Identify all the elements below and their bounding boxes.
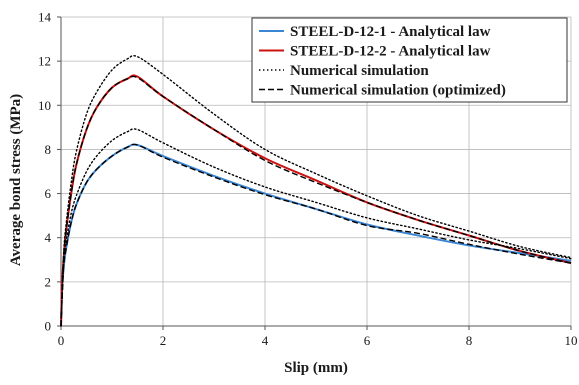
y-tick-label: 12 (38, 54, 51, 69)
y-tick-label: 4 (45, 230, 52, 245)
legend-label: Numerical simulation (290, 63, 429, 79)
series-line-3 (60, 54, 572, 327)
series-line-4 (60, 128, 572, 327)
x-tick-label: 0 (58, 333, 65, 348)
x-tick-label: 2 (160, 333, 167, 348)
legend: STEEL-D-12-1 - Analytical law STEEL-D-12-… (251, 17, 568, 103)
y-tick-label: 10 (38, 98, 51, 113)
series-line-5 (60, 75, 572, 327)
tick-labels-layer: 0 2 4 6 8 10 0 2 4 6 8 10 12 14 (38, 10, 578, 349)
series-layer (60, 54, 572, 327)
x-tick-label: 6 (364, 333, 371, 348)
x-tick-label: 8 (466, 333, 473, 348)
y-tick-label: 2 (45, 274, 52, 289)
legend-label: Numerical simulation (optimized) (290, 83, 506, 99)
y-tick-label: 0 (45, 319, 52, 334)
y-tick-label: 6 (45, 186, 52, 201)
series-line-2 (60, 74, 572, 327)
y-tick-label: 8 (45, 142, 52, 157)
x-tick-label: 10 (565, 333, 578, 348)
legend-box (251, 17, 568, 103)
x-tick-label: 4 (262, 333, 269, 348)
axes-layer (57, 16, 572, 330)
y-tick-label: 14 (38, 10, 52, 25)
legend-label: STEEL-D-12-1 - Analytical law (290, 24, 491, 40)
legend-label: STEEL-D-12-2 - Analytical law (290, 44, 491, 60)
series-line-1 (60, 143, 572, 327)
x-axis-label: Slip (mm) (284, 360, 348, 376)
y-axis-label: Average bond stress (MPa) (8, 94, 24, 266)
series-line-6 (60, 143, 572, 327)
